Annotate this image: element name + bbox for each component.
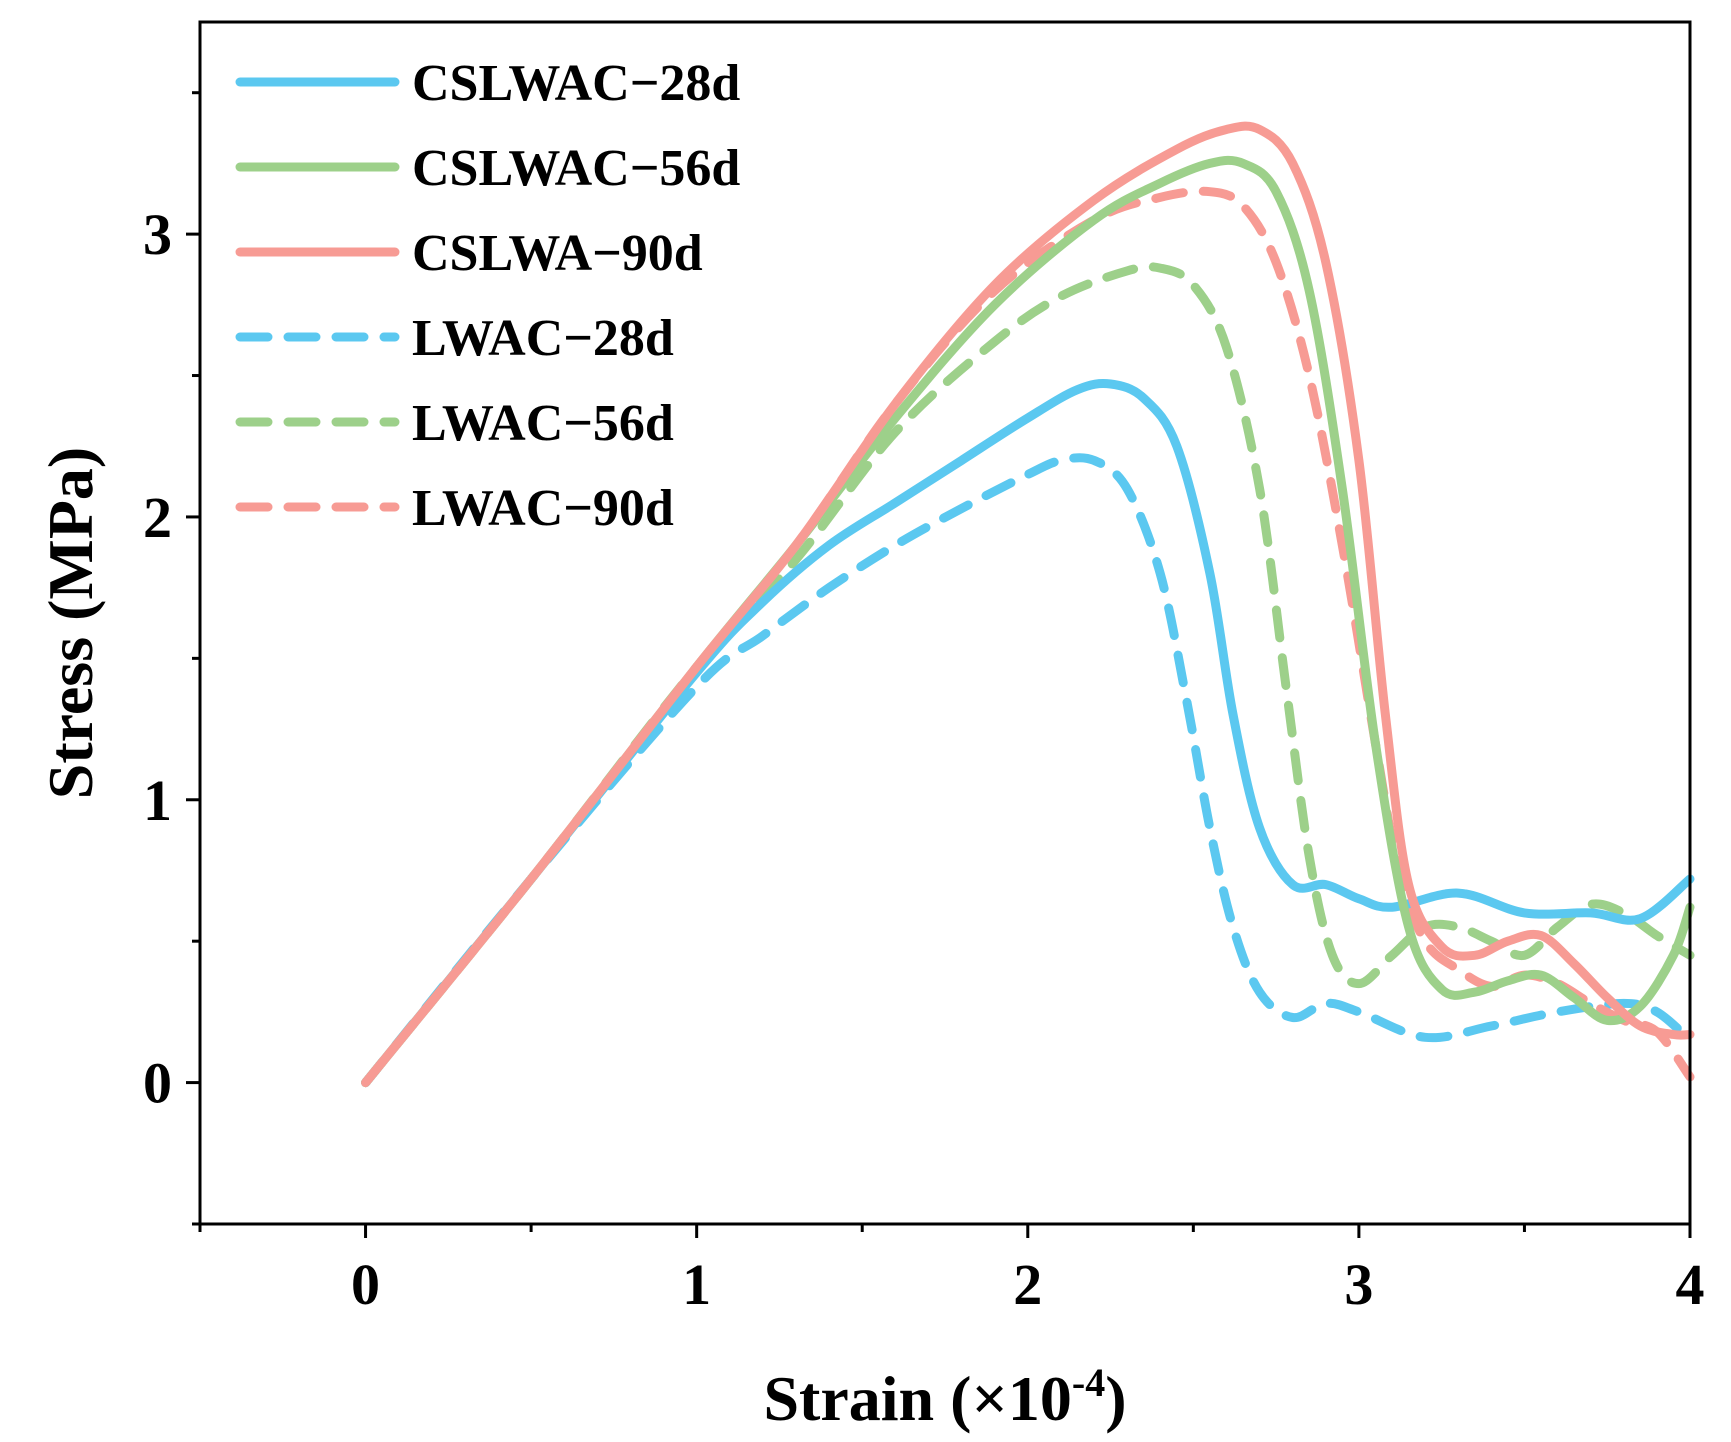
legend-label: LWAC−28d <box>412 310 674 367</box>
legend-label: CSLWA−90d <box>412 225 703 282</box>
x-tick-label: 0 <box>351 1252 380 1317</box>
x-axis-title-main: Strain (×10 <box>763 1363 1071 1434</box>
plot-frame <box>198 20 1692 1226</box>
legend-label: LWAC−56d <box>412 395 674 452</box>
x-tick-label: 4 <box>1676 1252 1705 1317</box>
y-axis-title: Stress (MPa) <box>35 447 106 800</box>
x-tick-label: 1 <box>682 1252 711 1317</box>
x-tick-label: 3 <box>1344 1252 1373 1317</box>
legend-label: LWAC−90d <box>412 480 674 537</box>
x-axis-title-close: ) <box>1105 1363 1126 1434</box>
x-tick-label: 2 <box>1013 1252 1042 1317</box>
y-tick-label: 1 <box>143 768 172 833</box>
y-tick-label: 0 <box>143 1051 172 1116</box>
legend-label: CSLWAC−56d <box>412 140 740 197</box>
series-line-1 <box>361 379 1695 1088</box>
legend-label: CSLWAC−28d <box>412 55 740 112</box>
series-line-3 <box>361 121 1695 1088</box>
x-axis-title-sup: -4 <box>1072 1360 1105 1405</box>
series-line-4 <box>361 453 1695 1088</box>
y-tick-label: 3 <box>143 202 172 267</box>
series-layer <box>361 121 1695 1088</box>
x-axis-title: Strain (×10-4) <box>763 1360 1126 1434</box>
ticks-layer: 0 1 2 3 4 0 1 2 3 <box>143 91 1705 1317</box>
y-tick-label: 2 <box>143 485 172 550</box>
legend: CSLWAC−28d CSLWAC−56d CSLWA−90d LWAC−28d LWA… <box>235 55 740 537</box>
series-line-5 <box>361 262 1695 1088</box>
